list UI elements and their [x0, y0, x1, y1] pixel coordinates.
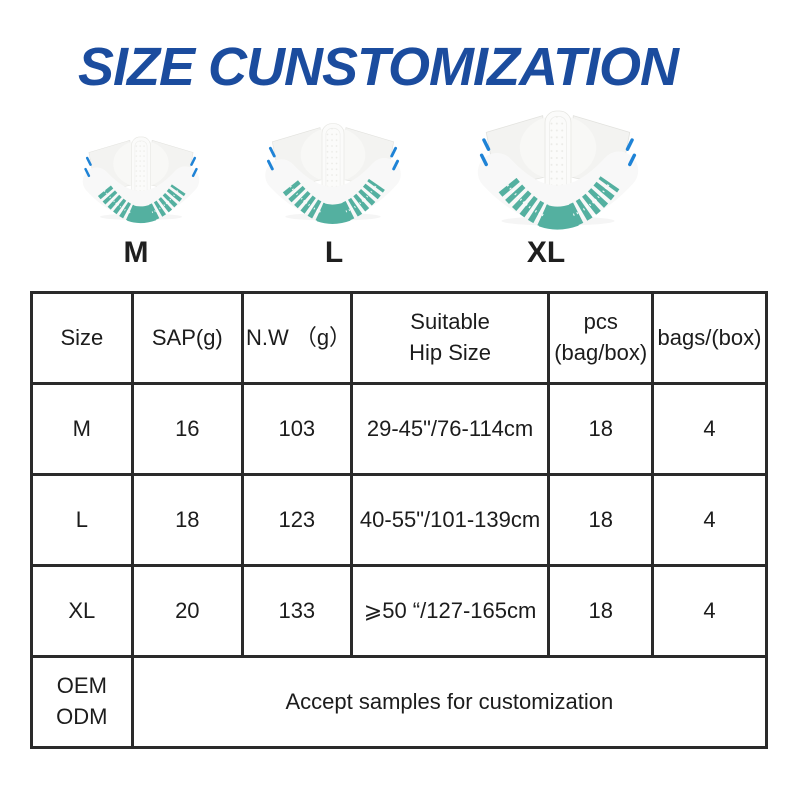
header-bags: bags/(box) [651, 291, 768, 385]
cell-sap: 16 [130, 382, 244, 476]
cell-pcs: 18 [547, 382, 655, 476]
diaper-image-xl [474, 104, 642, 231]
cell-pcs: 18 [547, 564, 655, 658]
page-title: SIZE CUNSTOMIZATION [78, 37, 679, 97]
table-footer-row: OEM ODM Accept samples for customization [30, 655, 769, 749]
cell-nw: 123 [240, 473, 353, 567]
cell-pcs: 18 [547, 473, 655, 567]
cell-size: M [30, 382, 134, 476]
header-hip-size: Suitable Hip Size [349, 291, 551, 385]
cell-size: XL [30, 564, 134, 658]
diaper-image-m [80, 132, 202, 224]
table-row-l: L 18 123 40-55"/101-139cm 18 4 [30, 473, 768, 567]
footer-label: OEM ODM [30, 655, 134, 749]
table-header-row: Size SAP(g) N.W （g） Suitable Hip Size pc… [30, 291, 768, 385]
diaper-image-l [262, 118, 404, 225]
table-row-xl: XL 20 133 ⩾50 “/127-165cm 18 4 [30, 564, 768, 658]
header-size: Size [30, 291, 134, 385]
cell-bags: 4 [651, 473, 768, 567]
cell-nw: 133 [240, 564, 353, 658]
size-label-m: M [123, 236, 149, 269]
cell-hip-size: 29-45"/76-114cm [349, 382, 551, 476]
table-row-m: M 16 103 29-45"/76-114cm 18 4 [30, 382, 768, 476]
header-sap: SAP(g) [130, 291, 244, 385]
size-label-l: L [324, 236, 344, 269]
cell-sap: 18 [130, 473, 244, 567]
header-pcs: pcs (bag/box) [547, 291, 655, 385]
cell-hip-size: 40-55"/101-139cm [349, 473, 551, 567]
cell-size: L [30, 473, 134, 567]
cell-bags: 4 [651, 382, 768, 476]
size-label-xl: XL [526, 236, 566, 269]
cell-bags: 4 [651, 564, 768, 658]
cell-nw: 103 [240, 382, 353, 476]
footer-value: Accept samples for customization [130, 655, 769, 749]
cell-sap: 20 [130, 564, 244, 658]
header-nw: N.W （g） [240, 291, 353, 385]
cell-hip-size: ⩾50 “/127-165cm [349, 564, 551, 658]
spec-table: Size SAP(g) N.W （g） Suitable Hip Size pc… [30, 291, 769, 749]
